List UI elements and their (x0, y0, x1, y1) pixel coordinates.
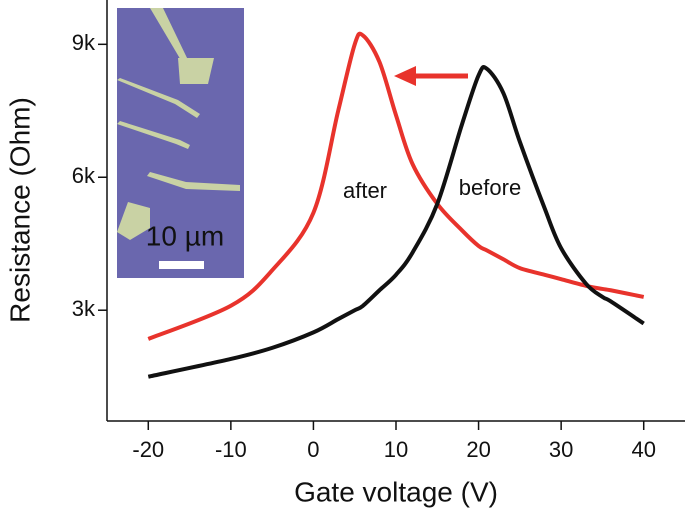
electrode (178, 58, 214, 84)
electrode (117, 121, 190, 149)
electrode (150, 8, 188, 62)
inset-image: 10 µm (117, 8, 244, 278)
data-line (147, 65, 645, 379)
scale-bar (159, 261, 204, 269)
shift-arrow (394, 66, 468, 86)
y-tick-label: 6k (72, 163, 96, 188)
electrode (117, 202, 150, 240)
electrode (117, 78, 200, 118)
arrow-head (394, 66, 416, 86)
x-tick-label: 40 (631, 437, 655, 462)
y-axis-title: Resistance (Ohm) (4, 97, 35, 323)
y-tick-label: 9k (72, 30, 96, 55)
x-tick-label: 30 (549, 437, 573, 462)
electrode (147, 172, 240, 191)
data-line (147, 31, 645, 341)
x-tick-label: -20 (132, 437, 164, 462)
y-tick-label: 3k (72, 296, 96, 321)
annotation: after (343, 178, 387, 203)
x-tick-label: 20 (466, 437, 490, 462)
x-tick-label: 10 (384, 437, 408, 462)
scale-label: 10 µm (146, 220, 224, 251)
x-axis-title: Gate voltage (V) (294, 476, 498, 507)
x-tick-label: 0 (307, 437, 319, 462)
annotation: before (459, 175, 521, 200)
x-tick-label: -10 (215, 437, 247, 462)
